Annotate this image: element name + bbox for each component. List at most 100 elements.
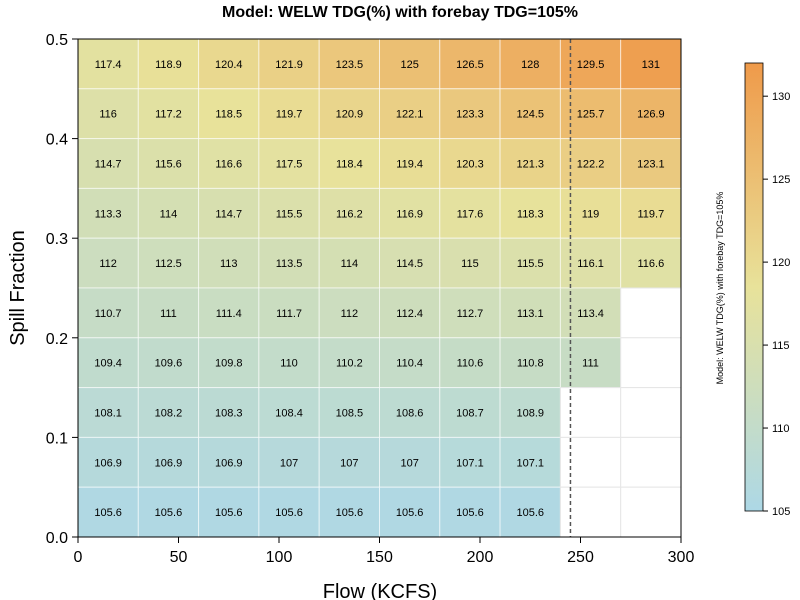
heatmap-cell-label: 111.4 bbox=[216, 308, 242, 320]
heatmap-cell bbox=[559, 387, 622, 438]
heatmap-cell-label: 115.5 bbox=[276, 208, 303, 220]
colorbar-tick-label: 130 bbox=[772, 91, 790, 103]
heatmap-cells bbox=[77, 38, 682, 538]
heatmap-cell bbox=[379, 486, 441, 538]
heatmap-cell-label: 118.5 bbox=[215, 109, 242, 121]
colorbar bbox=[744, 62, 764, 512]
heatmap-cell bbox=[439, 486, 501, 538]
heatmap-cell-label: 113.1 bbox=[517, 308, 544, 320]
heatmap-cell-label: 112 bbox=[99, 258, 117, 270]
heatmap-cell-label: 111 bbox=[582, 358, 599, 370]
heatmap-cell bbox=[499, 387, 561, 438]
heatmap-cell bbox=[77, 486, 139, 538]
heatmap-cell bbox=[77, 138, 139, 189]
heatmap-cell-label: 118.9 bbox=[155, 59, 182, 71]
heatmap-cell bbox=[137, 436, 200, 488]
heatmap-cell bbox=[379, 337, 441, 389]
x-tick-label: 100 bbox=[266, 549, 293, 566]
heatmap-cell bbox=[77, 187, 139, 239]
heatmap-cell-label: 116.9 bbox=[396, 208, 423, 220]
heatmap-cell bbox=[620, 486, 682, 538]
heatmap-cell bbox=[258, 436, 320, 488]
heatmap-cell bbox=[379, 387, 441, 438]
heatmap-cell-label: 108.9 bbox=[516, 408, 544, 420]
heatmap-cell-label: 131 bbox=[642, 59, 660, 71]
heatmap-cell-label: 112.7 bbox=[457, 308, 484, 320]
heatmap-cell bbox=[198, 138, 260, 189]
heatmap-cell-label: 110.2 bbox=[336, 358, 363, 370]
colorbar-ticks: 105 110 115 120 125 130 bbox=[763, 91, 790, 518]
heatmap-cell bbox=[439, 387, 501, 438]
heatmap-cell-label: 117.2 bbox=[155, 109, 182, 121]
heatmap-cell-label: 115 bbox=[461, 258, 479, 270]
colorbar-tick-label: 105 bbox=[772, 506, 790, 518]
heatmap-cell bbox=[258, 387, 320, 438]
heatmap-cell bbox=[198, 287, 260, 339]
heatmap-cell bbox=[499, 486, 561, 538]
heatmap-cell bbox=[137, 138, 200, 189]
heatmap-cell-labels: 117.4 118.9 120.4 121.9 123.5 125 126.5 128 129.… bbox=[94, 59, 664, 519]
heatmap-cell bbox=[379, 38, 441, 90]
heatmap-cell-label: 105.6 bbox=[336, 507, 364, 519]
heatmap-cell-label: 105.6 bbox=[94, 507, 122, 519]
colorbar-label: Model: WELW TDG(%) with forebay TDG=105% bbox=[715, 192, 725, 385]
heatmap-cell bbox=[439, 138, 501, 189]
heatmap-cell-label: 126.5 bbox=[456, 59, 484, 71]
heatmap-cell-label: 108.1 bbox=[94, 408, 122, 420]
heatmap-cell bbox=[318, 387, 381, 438]
heatmap-cell-label: 107 bbox=[400, 457, 418, 469]
colorbar-tick-label: 120 bbox=[772, 257, 790, 269]
heatmap-cell-label: 109.4 bbox=[94, 358, 122, 370]
heatmap-cell-label: 113 bbox=[220, 258, 238, 270]
heatmap-cell bbox=[258, 486, 320, 538]
x-tick-label: 300 bbox=[668, 549, 695, 566]
heatmap-cell-label: 122.1 bbox=[396, 109, 424, 121]
heatmap-cell-label: 129.5 bbox=[577, 59, 605, 71]
heatmap-cell bbox=[620, 436, 682, 488]
heatmap-cell bbox=[620, 387, 682, 438]
heatmap-cell-label: 116.6 bbox=[637, 258, 664, 270]
heatmap-cell bbox=[620, 287, 682, 339]
heatmap-cell bbox=[258, 88, 320, 140]
y-tick-label: 0.2 bbox=[46, 331, 68, 348]
heatmap-cell-label: 109.8 bbox=[215, 358, 243, 370]
x-tick-label: 250 bbox=[567, 549, 594, 566]
heatmap-cell bbox=[439, 436, 501, 488]
heatmap-cell-label: 119.7 bbox=[637, 208, 664, 220]
heatmap-cell-label: 126.9 bbox=[637, 109, 665, 121]
heatmap-cell bbox=[318, 486, 381, 538]
y-axis-label: Spill Fraction bbox=[7, 230, 29, 346]
heatmap-cell-label: 118.4 bbox=[336, 159, 363, 171]
heatmap-cell bbox=[137, 387, 200, 438]
heatmap-cell bbox=[379, 88, 441, 140]
heatmap-cell bbox=[137, 237, 200, 289]
heatmap-cell-label: 112.4 bbox=[396, 308, 423, 320]
heatmap-cell-label: 106.9 bbox=[155, 457, 183, 469]
y-axis-ticks: 0.0 0.1 0.2 0.3 0.4 0.5 bbox=[46, 32, 78, 547]
heatmap-cell bbox=[379, 237, 441, 289]
heatmap-cell bbox=[499, 88, 561, 140]
heatmap-cell-label: 107.1 bbox=[456, 457, 484, 469]
heatmap-cell bbox=[620, 38, 682, 90]
heatmap-cell bbox=[439, 187, 501, 239]
heatmap-cell-label: 116 bbox=[99, 109, 117, 121]
x-tick-label: 200 bbox=[467, 549, 494, 566]
heatmap-cell-label: 121.3 bbox=[516, 159, 544, 171]
heatmap-cell-label: 116.6 bbox=[215, 159, 242, 171]
heatmap-cell-label: 117.6 bbox=[457, 208, 484, 220]
heatmap-cell-label: 110.7 bbox=[95, 308, 122, 320]
heatmap-cell bbox=[198, 387, 260, 438]
heatmap-cell-label: 107 bbox=[280, 457, 298, 469]
heatmap-cell-label: 111.7 bbox=[276, 308, 302, 320]
heatmap-cell-label: 125.7 bbox=[577, 109, 605, 121]
heatmap-cell bbox=[318, 237, 381, 289]
heatmap-cell bbox=[379, 287, 441, 339]
heatmap-cell-label: 124.5 bbox=[516, 109, 544, 121]
x-tick-label: 150 bbox=[366, 549, 393, 566]
heatmap-cell bbox=[318, 287, 381, 339]
chart-title: Model: WELW TDG(%) with forebay TDG=105% bbox=[222, 4, 578, 21]
heatmap-cell bbox=[499, 237, 561, 289]
heatmap-cell-label: 108.4 bbox=[275, 408, 303, 420]
heatmap-cell-label: 110.6 bbox=[457, 358, 484, 370]
